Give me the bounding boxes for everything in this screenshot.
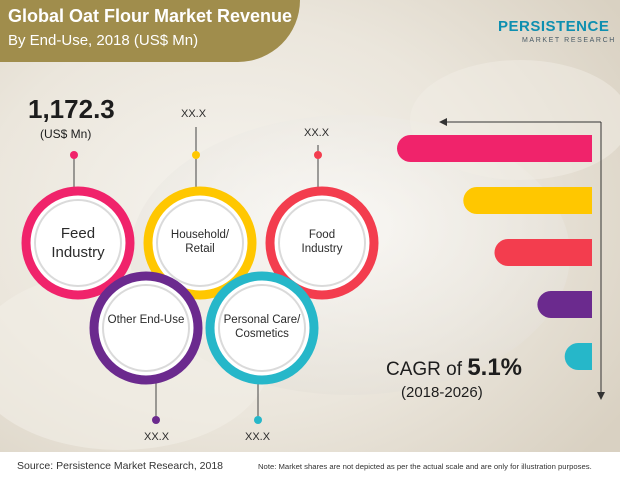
cagr-prefix: CAGR of xyxy=(386,359,468,380)
cagr-period: (2018-2026) xyxy=(401,384,483,401)
total-value: 1,172.3 xyxy=(28,94,115,124)
bar-household-retail xyxy=(463,187,592,214)
value-label-food-industry: XX.X xyxy=(304,127,330,139)
source-text: Source: Persistence Market Research, 201… xyxy=(17,460,224,472)
chart-subtitle: By End-Use, 2018 (US$ Mn) xyxy=(8,32,199,49)
circle-label-food-industry: Food Industry xyxy=(301,229,343,256)
household-retail-circle xyxy=(143,186,257,300)
value-label-household-retail: XX.X xyxy=(181,108,207,120)
logo-sub-text: MARKET RESEARCH xyxy=(522,37,616,44)
bar-feed-industry xyxy=(397,135,592,162)
cagr-text: CAGR of 5.1% xyxy=(386,354,522,382)
bar-axis xyxy=(439,118,605,400)
circle-label-other-end-use: Other End-Use xyxy=(107,314,185,326)
household-retail-connector xyxy=(192,127,200,193)
feed-industry-circle xyxy=(21,186,135,300)
logo-main-text: PERSISTENCE xyxy=(498,18,610,35)
cagr-value: 5.1% xyxy=(467,354,523,381)
food-industry-connector xyxy=(314,145,322,193)
bar-food-industry xyxy=(494,239,592,266)
total-unit: (US$ Mn) xyxy=(40,127,92,141)
title-band-shape xyxy=(0,0,300,62)
persistence-logo: PERSISTENCE MARKET RESEARCH xyxy=(498,18,616,60)
value-label-other-end-use: XX.X xyxy=(144,431,170,443)
personal-care-circle xyxy=(205,271,319,385)
circle-label-feed-industry: Feed Industry xyxy=(51,225,105,261)
bar-other-end-use xyxy=(537,291,592,318)
title-band: Global Oat Flour Market Revenue By End-U… xyxy=(0,0,300,62)
food-industry-circle xyxy=(265,186,379,300)
other-end-use-circle xyxy=(89,271,203,385)
circle-label-personal-care: Personal Care/ Cosmetics xyxy=(223,314,301,341)
footer: Source: Persistence Market Research, 201… xyxy=(0,452,620,480)
note-text: Note: Market shares are not depicted as … xyxy=(258,462,592,471)
chart-title: Global Oat Flour Market Revenue xyxy=(8,6,293,26)
circle-label-household-retail: Household/ Retail xyxy=(170,229,230,256)
value-label-personal-care: XX.X xyxy=(245,431,271,443)
bar-personal-care-cosmetics xyxy=(564,343,592,370)
